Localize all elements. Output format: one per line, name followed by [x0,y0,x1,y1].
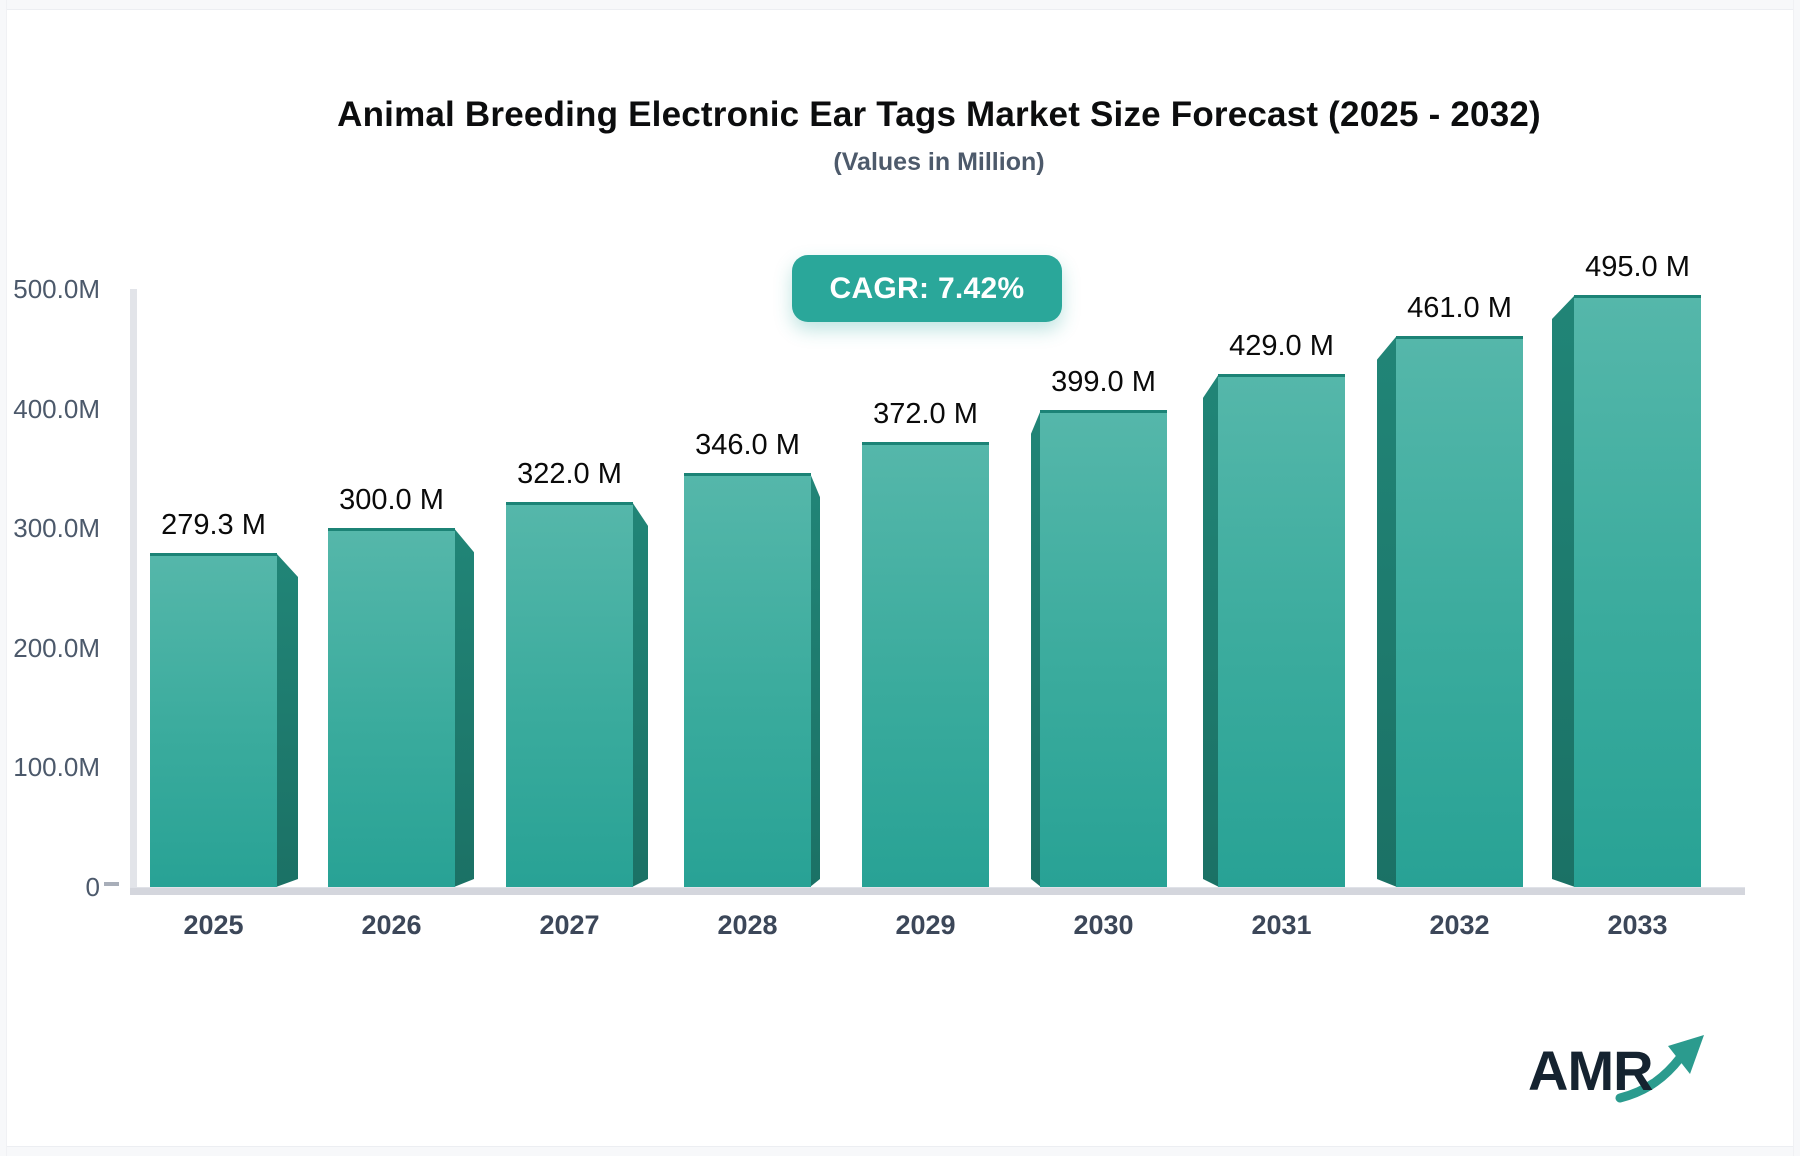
bar-2029 [862,442,989,887]
logo: AMR [1510,1030,1740,1130]
bar-side-3d [1203,374,1219,887]
page-title: Animal Breeding Electronic Ear Tags Mark… [337,95,1541,134]
page-frame-bottom [0,1146,1800,1156]
bar-side-3d [632,502,648,887]
bar-side-3d [276,553,298,887]
bar-side-3d [810,473,820,887]
x-axis-label-2027: 2027 [539,910,600,940]
bar-side-3d [454,528,474,887]
x-axis-line [130,887,1745,895]
y-axis-tick-label: 500.0M [13,274,100,304]
bar-side-3d [1031,410,1041,887]
bar-2028 [684,473,811,887]
bar-side-3d [1377,336,1397,887]
bar-value-label: 372.0 M [873,398,978,431]
bar-value-label: 300.0 M [339,484,444,517]
x-axis-label-2033: 2033 [1607,910,1668,940]
x-axis-label-2029: 2029 [895,910,956,940]
bar-2033 [1574,294,1701,887]
bar-2030 [1040,409,1167,887]
bar-value-label: 399.0 M [1051,365,1156,398]
x-axis-label-2028: 2028 [717,910,778,940]
bar-2031 [1218,373,1345,887]
y-axis-tick-label: 100.0M [13,752,100,783]
x-axis-label-2031: 2031 [1251,910,1312,940]
cagr-badge: CAGR: 7.42% [792,255,1062,322]
y-axis-tick-label: 0 [85,872,100,902]
bar-side-3d [1552,295,1575,887]
x-axis-label-2026: 2026 [361,910,422,940]
y-axis-tick-label: 300.0M [13,513,100,544]
y-axis-line [130,289,137,887]
zero-tick-mark [104,882,119,886]
x-axis-label-2025: 2025 [183,910,244,940]
growth-arrow-icon [1615,1035,1704,1103]
page-frame-right [1793,0,1800,1156]
bar-2032 [1396,335,1523,887]
bar-2026 [328,528,455,887]
bar-value-label: 495.0 M [1585,250,1690,283]
bar-value-label: 461.0 M [1407,291,1512,324]
y-axis-tick-label: 200.0M [13,632,100,663]
x-axis-label-2032: 2032 [1429,910,1490,940]
bar-value-label: 279.3 M [161,508,266,541]
bar-2027 [506,501,633,887]
x-axis-label-2030: 2030 [1073,910,1134,940]
bar-value-label: 429.0 M [1229,329,1334,362]
bar-value-label: 322.0 M [517,457,622,490]
page-frame-top [0,0,1800,10]
bar-2025 [150,552,277,887]
page-subtitle: (Values in Million) [833,148,1045,176]
page-frame-left [0,0,7,1156]
y-axis-tick-label: 400.0M [13,393,100,424]
bar-value-label: 346.0 M [695,429,800,462]
logo-text: AMR [1528,1039,1654,1102]
